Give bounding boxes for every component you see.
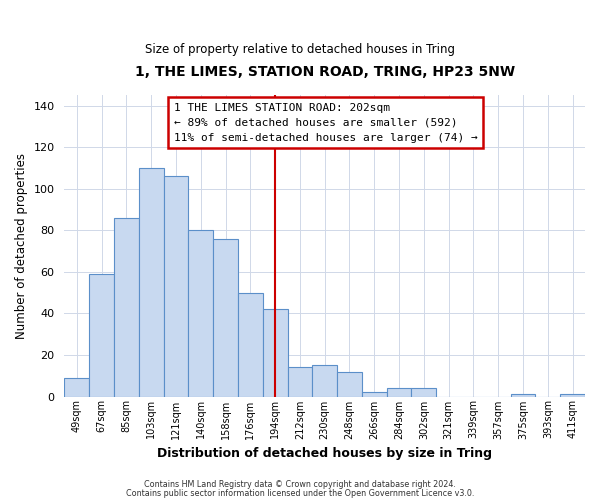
Bar [114,218,139,396]
Y-axis label: Number of detached properties: Number of detached properties [15,153,28,339]
Bar [89,274,114,396]
Bar [263,310,287,396]
Text: Size of property relative to detached houses in Tring: Size of property relative to detached ho… [145,42,455,56]
Bar [213,238,238,396]
Bar [386,388,412,396]
Bar [164,176,188,396]
Title: 1, THE LIMES, STATION ROAD, TRING, HP23 5NW: 1, THE LIMES, STATION ROAD, TRING, HP23 … [134,65,515,79]
Text: 1 THE LIMES STATION ROAD: 202sqm
← 89% of detached houses are smaller (592)
11% : 1 THE LIMES STATION ROAD: 202sqm ← 89% o… [174,103,478,142]
Bar [412,388,436,396]
Bar [139,168,164,396]
Bar [337,372,362,396]
Bar [560,394,585,396]
Bar [287,368,313,396]
X-axis label: Distribution of detached houses by size in Tring: Distribution of detached houses by size … [157,447,492,460]
Bar [511,394,535,396]
Text: Contains HM Land Registry data © Crown copyright and database right 2024.: Contains HM Land Registry data © Crown c… [144,480,456,489]
Bar [313,366,337,396]
Bar [238,292,263,397]
Bar [362,392,386,396]
Bar [188,230,213,396]
Text: Contains public sector information licensed under the Open Government Licence v3: Contains public sector information licen… [126,488,474,498]
Bar [64,378,89,396]
